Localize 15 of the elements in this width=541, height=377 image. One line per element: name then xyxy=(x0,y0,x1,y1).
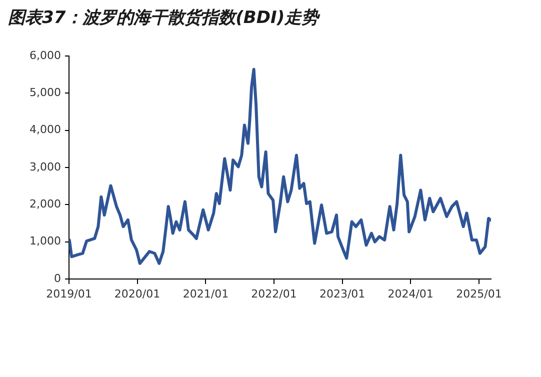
y-tick-label: 5,000 xyxy=(30,86,61,100)
y-tick-label: 2,000 xyxy=(30,198,61,211)
x-tick-label: 2023/01 xyxy=(319,287,366,300)
y-tick-label: 1,000 xyxy=(30,234,61,248)
x-tick-label: 2019/01 xyxy=(46,287,92,300)
y-tick-label: 0 xyxy=(54,272,61,285)
x-tick-label: 2025/01 xyxy=(456,287,502,300)
y-tick-label: 3,000 xyxy=(30,160,61,174)
x-tick-label: 2024/01 xyxy=(388,287,434,300)
chart-title: 图表37：波罗的海干散货指数(BDI)走势 xyxy=(8,7,319,29)
y-tick-label: 6,000 xyxy=(30,48,61,62)
x-tick-label: 2021/01 xyxy=(182,287,229,300)
y-tick-label: 4,000 xyxy=(30,123,61,136)
x-tick-label: 2022/01 xyxy=(251,287,297,300)
x-tick-label: 2020/01 xyxy=(114,287,160,300)
